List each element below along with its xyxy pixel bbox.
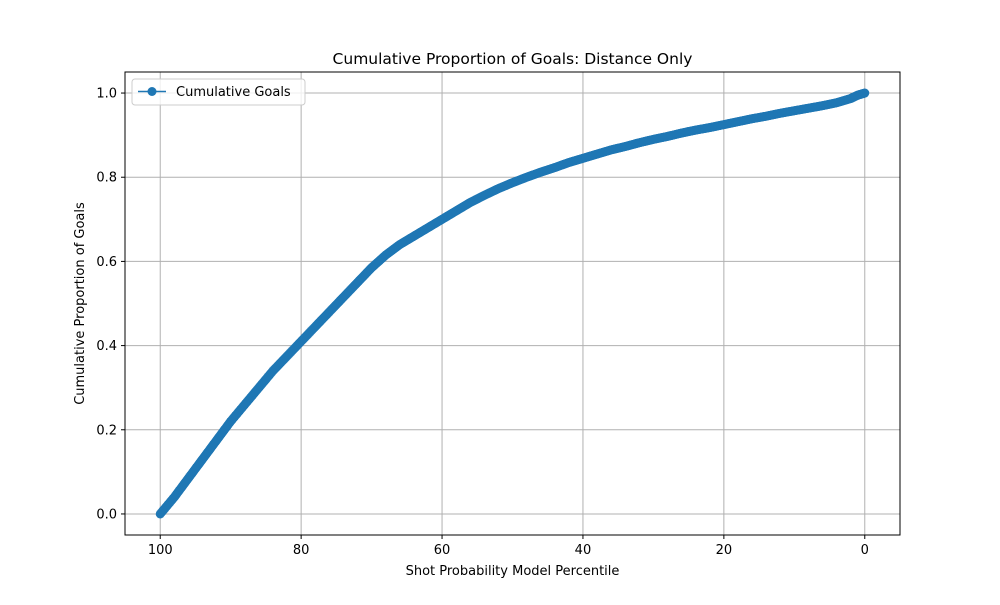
x-tick-label: 40 [575, 543, 592, 558]
x-tick-label: 20 [716, 543, 733, 558]
data-point [860, 88, 870, 98]
legend-box [131, 78, 306, 106]
ticks: 100 80 60 40 20 0 0.0 0.2 0.4 0.6 0.8 1.0 [96, 87, 869, 558]
series-layer [155, 88, 870, 519]
legend-marker-swatch [147, 87, 157, 96]
grid [125, 72, 900, 535]
chart-title: Cumulative Proportion of Goals: Distance… [333, 50, 693, 68]
plot-frame [124, 71, 901, 536]
x-axis-label: Shot Probability Model Percentile [406, 564, 620, 579]
x-tick-label: 80 [293, 543, 310, 558]
legend: Cumulative Goals [131, 78, 306, 106]
y-tick-label: 0.4 [96, 339, 117, 354]
y-tick-label: 0.6 [96, 255, 117, 270]
y-tick-label: 0.2 [96, 423, 117, 438]
y-axis-label: Cumulative Proportion of Goals [73, 202, 88, 405]
x-tick-label: 60 [434, 543, 451, 558]
y-tick-label: 1.0 [96, 87, 117, 102]
x-tick-label: 0 [861, 543, 869, 558]
legend-entry-cumulative-goals: Cumulative Goals [176, 85, 291, 100]
x-tick-label: 100 [148, 543, 173, 558]
y-tick-label: 0.0 [96, 507, 117, 522]
y-tick-label: 0.8 [96, 171, 117, 186]
